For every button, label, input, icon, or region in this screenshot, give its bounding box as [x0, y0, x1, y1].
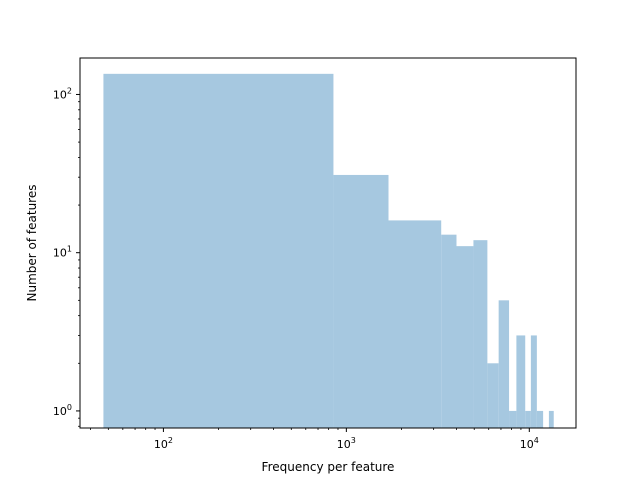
y-tick-label-1: 101 [53, 245, 72, 260]
plot-frame [79, 57, 577, 429]
histogram-bar-13 [548, 410, 554, 428]
histogram-bar-10 [525, 410, 531, 428]
histogram-bars [103, 73, 554, 428]
y-tick-label-2: 102 [53, 86, 72, 101]
y-axis-label: Number of features [25, 185, 39, 302]
histogram-bar-8 [509, 410, 517, 428]
histogram-bar-4 [456, 246, 474, 428]
histogram-bar-2 [388, 220, 442, 428]
histogram-bar-12 [536, 410, 544, 428]
histogram-bar-5 [473, 240, 488, 428]
histogram-bar-7 [498, 300, 510, 428]
histogram-bar-6 [487, 363, 499, 428]
histogram-bar-1 [333, 174, 389, 428]
histogram-bar-11 [530, 335, 537, 428]
histogram-bar-9 [516, 335, 526, 428]
x-axis-label: Frequency per feature [262, 460, 395, 474]
x-tick-label-0: 102 [154, 436, 173, 451]
histogram-bar-3 [441, 234, 457, 428]
axis-ticks: 102 103 104 100 101 102 [53, 86, 539, 451]
y-tick-label-0: 100 [53, 403, 72, 418]
x-tick-label-1: 103 [337, 436, 356, 451]
x-tick-label-2: 104 [520, 436, 539, 451]
histogram-bar-0 [103, 73, 334, 428]
